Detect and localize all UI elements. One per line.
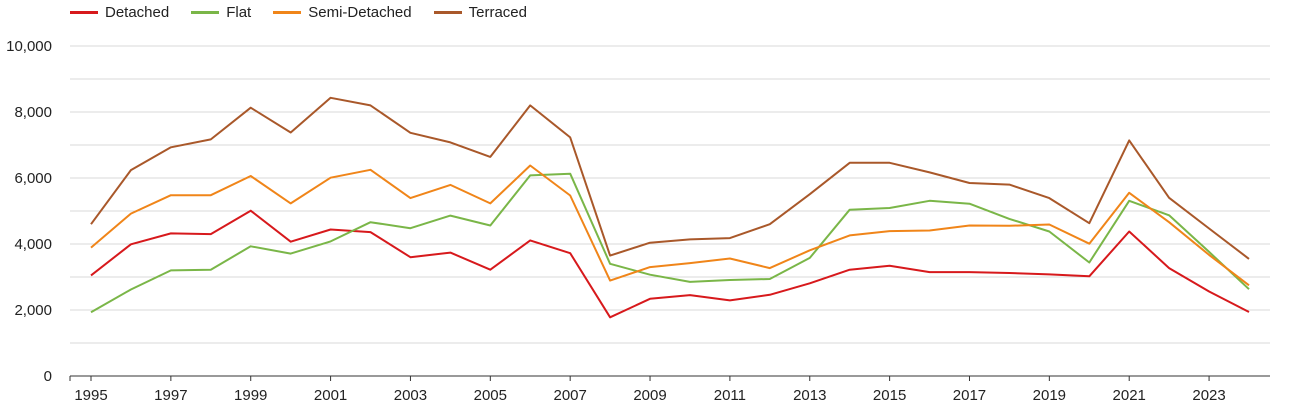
y-tick-label: 8,000: [14, 104, 52, 121]
series-line-flat[interactable]: [90, 172, 1250, 314]
x-tick-label: 2003: [394, 387, 427, 404]
x-tick-label: 2013: [793, 387, 826, 404]
series-lines: [90, 96, 1250, 319]
legend-item-detached[interactable]: Detached: [70, 4, 169, 21]
x-tick-label: 2017: [953, 387, 986, 404]
x-tick-label: 2009: [633, 387, 666, 404]
y-tick-label: 6,000: [14, 170, 52, 187]
x-tick-label: 1995: [74, 387, 107, 404]
legend-item-flat[interactable]: Flat: [191, 4, 251, 21]
x-tick-label: 2007: [553, 387, 586, 404]
legend-swatch-flat: [191, 10, 220, 14]
series-line-detached[interactable]: [90, 209, 1250, 319]
legend: Detached Flat Semi-Detached Terraced: [70, 2, 549, 22]
series-line-terraced[interactable]: [90, 96, 1250, 260]
x-tick-label: 1999: [234, 387, 267, 404]
x-tick-label: 2005: [474, 387, 507, 404]
legend-swatch-detached: [70, 10, 98, 14]
x-axis: 1995 1997 1999 2001 2003 2005 2007 2009 2011 2013…: [69, 375, 1270, 404]
gridlines: [70, 45, 1270, 344]
legend-label-terraced: Terraced: [468, 3, 527, 21]
x-tick-label: 2021: [1113, 387, 1146, 404]
legend-label-flat: Flat: [226, 3, 252, 21]
legend-item-semi-detached[interactable]: Semi-Detached: [273, 3, 412, 21]
legend-swatch-terraced: [433, 10, 462, 14]
y-axis: 0 2,000 4,000 6,000 8,000 10,000: [6, 38, 52, 385]
legend-swatch-semi-detached: [273, 10, 302, 14]
y-tick-label: 10,000: [6, 38, 52, 55]
x-tick-label: 2015: [873, 387, 906, 404]
x-tick-label: 2011: [714, 387, 746, 404]
x-tick-label: 2019: [1033, 387, 1066, 404]
legend-label-semi-detached: Semi-Detached: [308, 3, 412, 21]
series-line-semi-detached[interactable]: [90, 164, 1250, 287]
x-tick-label: 1997: [154, 387, 187, 404]
y-tick-label: 4,000: [14, 236, 52, 253]
legend-label-detached: Detached: [105, 3, 170, 21]
y-tick-label: 0: [44, 368, 52, 385]
legend-item-terraced[interactable]: Terraced: [433, 3, 527, 21]
y-tick-label: 2,000: [14, 302, 52, 319]
x-tick-label: 2023: [1192, 387, 1225, 404]
x-tick-label: 2001: [314, 387, 347, 404]
